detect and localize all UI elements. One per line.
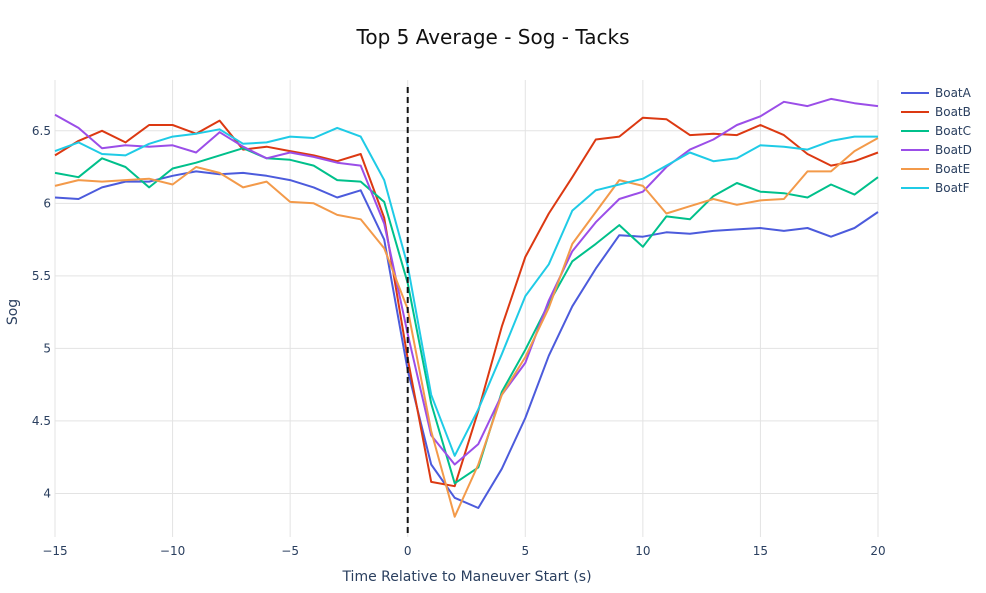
legend-item-boatd[interactable]: BoatD xyxy=(901,143,972,157)
y-tick-label: 4 xyxy=(43,486,51,500)
x-tick-label: 0 xyxy=(404,544,412,558)
legend-label: BoatF xyxy=(935,181,970,195)
y-tick-label: 6.5 xyxy=(32,124,51,138)
x-tick-label: −5 xyxy=(281,544,299,558)
x-axis-title: Time Relative to Maneuver Start (s) xyxy=(341,569,591,585)
legend-item-boatc[interactable]: BoatC xyxy=(901,124,971,138)
y-tick-label: 6 xyxy=(43,196,51,210)
x-tick-label: 5 xyxy=(521,544,529,558)
series-line-boatd xyxy=(54,97,879,466)
y-tick-label: 5 xyxy=(43,341,51,355)
x-tick-label: −10 xyxy=(160,544,185,558)
series-lines xyxy=(54,97,879,518)
legend-label: BoatD xyxy=(935,143,972,157)
y-tick-label: 5.5 xyxy=(32,269,51,283)
legend[interactable]: BoatA BoatB BoatC BoatD BoatE BoatF xyxy=(901,86,972,195)
x-tick-label: 15 xyxy=(753,544,768,558)
x-tick-label: 20 xyxy=(870,544,885,558)
legend-label: BoatA xyxy=(935,86,972,100)
x-tick-label: −15 xyxy=(42,544,67,558)
series-line-boatf xyxy=(54,126,878,457)
legend-label: BoatB xyxy=(935,105,971,119)
chart-title: Top 5 Average - Sog - Tacks xyxy=(356,25,630,49)
legend-item-boata[interactable]: BoatA xyxy=(901,86,972,100)
legend-item-boatb[interactable]: BoatB xyxy=(901,105,971,119)
x-tick-label: 10 xyxy=(635,544,650,558)
y-axis-title: Sog xyxy=(5,299,21,325)
legend-item-boate[interactable]: BoatE xyxy=(901,162,970,176)
legend-label: BoatC xyxy=(935,124,971,138)
x-axis-ticks: −15 −10 −5 0 5 10 15 20 xyxy=(42,544,885,558)
legend-item-boatf[interactable]: BoatF xyxy=(901,181,970,195)
series-line-boate xyxy=(54,137,879,518)
series-line-boatb xyxy=(54,116,879,488)
y-tick-label: 4.5 xyxy=(32,414,51,428)
y-axis-ticks: 4 4.5 5 5.5 6 6.5 xyxy=(32,124,51,501)
series-line-boatc xyxy=(54,147,879,485)
series-line-boata xyxy=(54,170,879,509)
legend-label: BoatE xyxy=(935,162,970,176)
